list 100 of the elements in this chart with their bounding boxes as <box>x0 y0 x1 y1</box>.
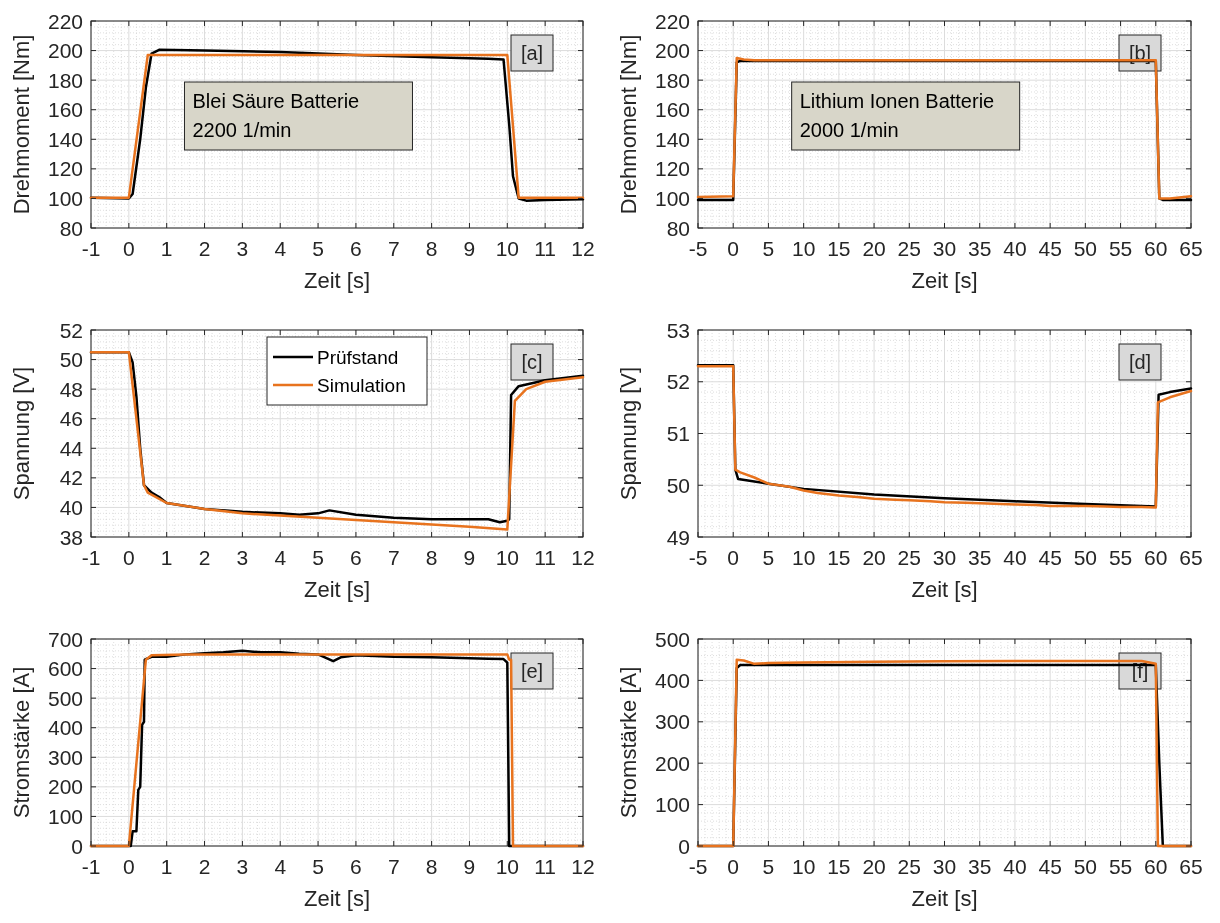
x-tick-label: 8 <box>425 237 438 260</box>
x-tick-label: 9 <box>463 546 476 569</box>
x-tick-label: 65 <box>1179 237 1203 260</box>
x-tick-label: 20 <box>862 546 886 569</box>
x-tick-label: 20 <box>862 237 886 260</box>
x-tick-label: 20 <box>862 855 886 878</box>
x-tick-label: 5 <box>762 546 775 569</box>
y-tick-label: 100 <box>47 186 83 210</box>
annotation: [e] <box>520 660 544 683</box>
y-tick-label: 46 <box>59 407 83 431</box>
x-tick-label: 15 <box>827 855 851 878</box>
x-tick-label: 4 <box>274 546 287 569</box>
x-tick-label: 9 <box>463 237 476 260</box>
y-tick-label: 200 <box>47 39 83 63</box>
y-tick-label: 500 <box>654 627 690 651</box>
y-tick-label: 50 <box>666 473 690 497</box>
x-tick-label: 2 <box>198 546 211 569</box>
x-tick-label: 35 <box>968 546 992 569</box>
y-tick-label: 44 <box>59 436 84 460</box>
x-tick-label: 65 <box>1179 855 1203 878</box>
x-axis-title: Zeit [s] <box>303 577 371 602</box>
x-tick-label: 12 <box>571 546 595 569</box>
x-tick-label: 40 <box>1003 855 1027 878</box>
x-tick-label: 0 <box>123 237 135 260</box>
x-tick-label: 8 <box>425 546 438 569</box>
x-tick-label: -5 <box>688 546 708 569</box>
y-tick-label: 52 <box>666 370 690 394</box>
x-axis-title: Zeit [s] <box>911 886 978 911</box>
annotation: [c] <box>521 351 543 374</box>
x-tick-label: 50 <box>1073 237 1098 260</box>
y-tick-label: 180 <box>47 68 83 92</box>
y-tick-label: 100 <box>654 186 690 210</box>
y-tick-label: 200 <box>654 39 690 63</box>
x-tick-label: 6 <box>350 546 362 569</box>
y-tick-label: 42 <box>59 466 83 490</box>
y-tick-label: 160 <box>47 98 83 122</box>
x-tick-label: 7 <box>387 546 400 569</box>
x-tick-label: 15 <box>827 237 851 260</box>
x-tick-label: 11 <box>534 237 557 260</box>
y-tick-label: 53 <box>666 318 690 342</box>
x-tick-label: 45 <box>1038 237 1062 260</box>
x-tick-label: 40 <box>1003 237 1027 260</box>
x-tick-label: 40 <box>1003 546 1027 569</box>
y-tick-label: 80 <box>59 216 83 240</box>
x-tick-label: 50 <box>1073 546 1098 569</box>
y-tick-label: 400 <box>47 716 83 740</box>
x-tick-label: 10 <box>495 855 519 878</box>
y-tick-label: 500 <box>47 686 83 710</box>
x-tick-label: 0 <box>727 237 740 260</box>
x-axis-title: Zeit [s] <box>303 886 371 911</box>
x-tick-label: 55 <box>1108 855 1133 878</box>
x-tick-label: 60 <box>1144 855 1168 878</box>
y-axis-title: Spannung [V] <box>9 366 34 501</box>
x-tick-label: 3 <box>236 237 249 260</box>
y-tick-label: 52 <box>59 318 83 342</box>
x-tick-label: 25 <box>897 237 921 260</box>
x-tick-label: 30 <box>932 546 957 569</box>
x-tick-label: 60 <box>1144 546 1168 569</box>
y-tick-label: 300 <box>47 745 83 769</box>
annotation: Blei Säure Batterie 2200 1/min <box>192 90 360 141</box>
x-tick-label: 10 <box>791 237 816 260</box>
x-tick-label: 0 <box>727 855 740 878</box>
y-tick-label: 51 <box>666 422 690 446</box>
y-tick-label: 120 <box>47 157 83 181</box>
x-tick-label: 10 <box>791 546 816 569</box>
x-tick-label: -5 <box>688 237 708 260</box>
legend-label: Prüfstand <box>317 346 399 368</box>
y-tick-label: 100 <box>654 793 690 817</box>
x-tick-label: 65 <box>1179 546 1203 569</box>
x-tick-label: 7 <box>387 855 400 878</box>
x-tick-label: 25 <box>897 855 921 878</box>
x-tick-label: 10 <box>791 855 816 878</box>
x-tick-label: -1 <box>81 546 101 569</box>
x-tick-label: 15 <box>827 546 851 569</box>
y-axis-title: Stromstärke [A] <box>9 666 34 819</box>
y-axis-title: Spannung [V] <box>616 366 641 501</box>
x-tick-label: 10 <box>495 546 519 569</box>
y-tick-label: 300 <box>654 710 690 734</box>
x-tick-label: 11 <box>534 855 557 878</box>
x-tick-label: 0 <box>123 546 135 569</box>
x-tick-label: 30 <box>932 855 957 878</box>
y-tick-label: 48 <box>59 377 83 401</box>
annotation: Lithium Ionen Batterie 2000 1/min <box>799 90 995 141</box>
x-tick-label: -5 <box>688 855 708 878</box>
x-tick-label: 45 <box>1038 546 1062 569</box>
x-tick-label: 3 <box>236 546 249 569</box>
x-tick-label: 55 <box>1108 237 1133 260</box>
x-tick-label: 0 <box>123 855 135 878</box>
x-tick-label: 50 <box>1073 855 1098 878</box>
y-tick-label: 80 <box>666 216 690 240</box>
y-tick-label: 700 <box>47 627 83 651</box>
x-tick-label: 35 <box>968 855 992 878</box>
x-tick-label: 5 <box>762 855 775 878</box>
x-tick-label: 1 <box>160 546 173 569</box>
y-tick-label: 400 <box>654 668 690 692</box>
y-tick-label: 220 <box>654 9 690 33</box>
y-tick-label: 100 <box>47 804 83 828</box>
x-tick-label: 60 <box>1144 237 1168 260</box>
x-tick-label: 9 <box>463 855 476 878</box>
x-tick-label: 6 <box>350 855 362 878</box>
